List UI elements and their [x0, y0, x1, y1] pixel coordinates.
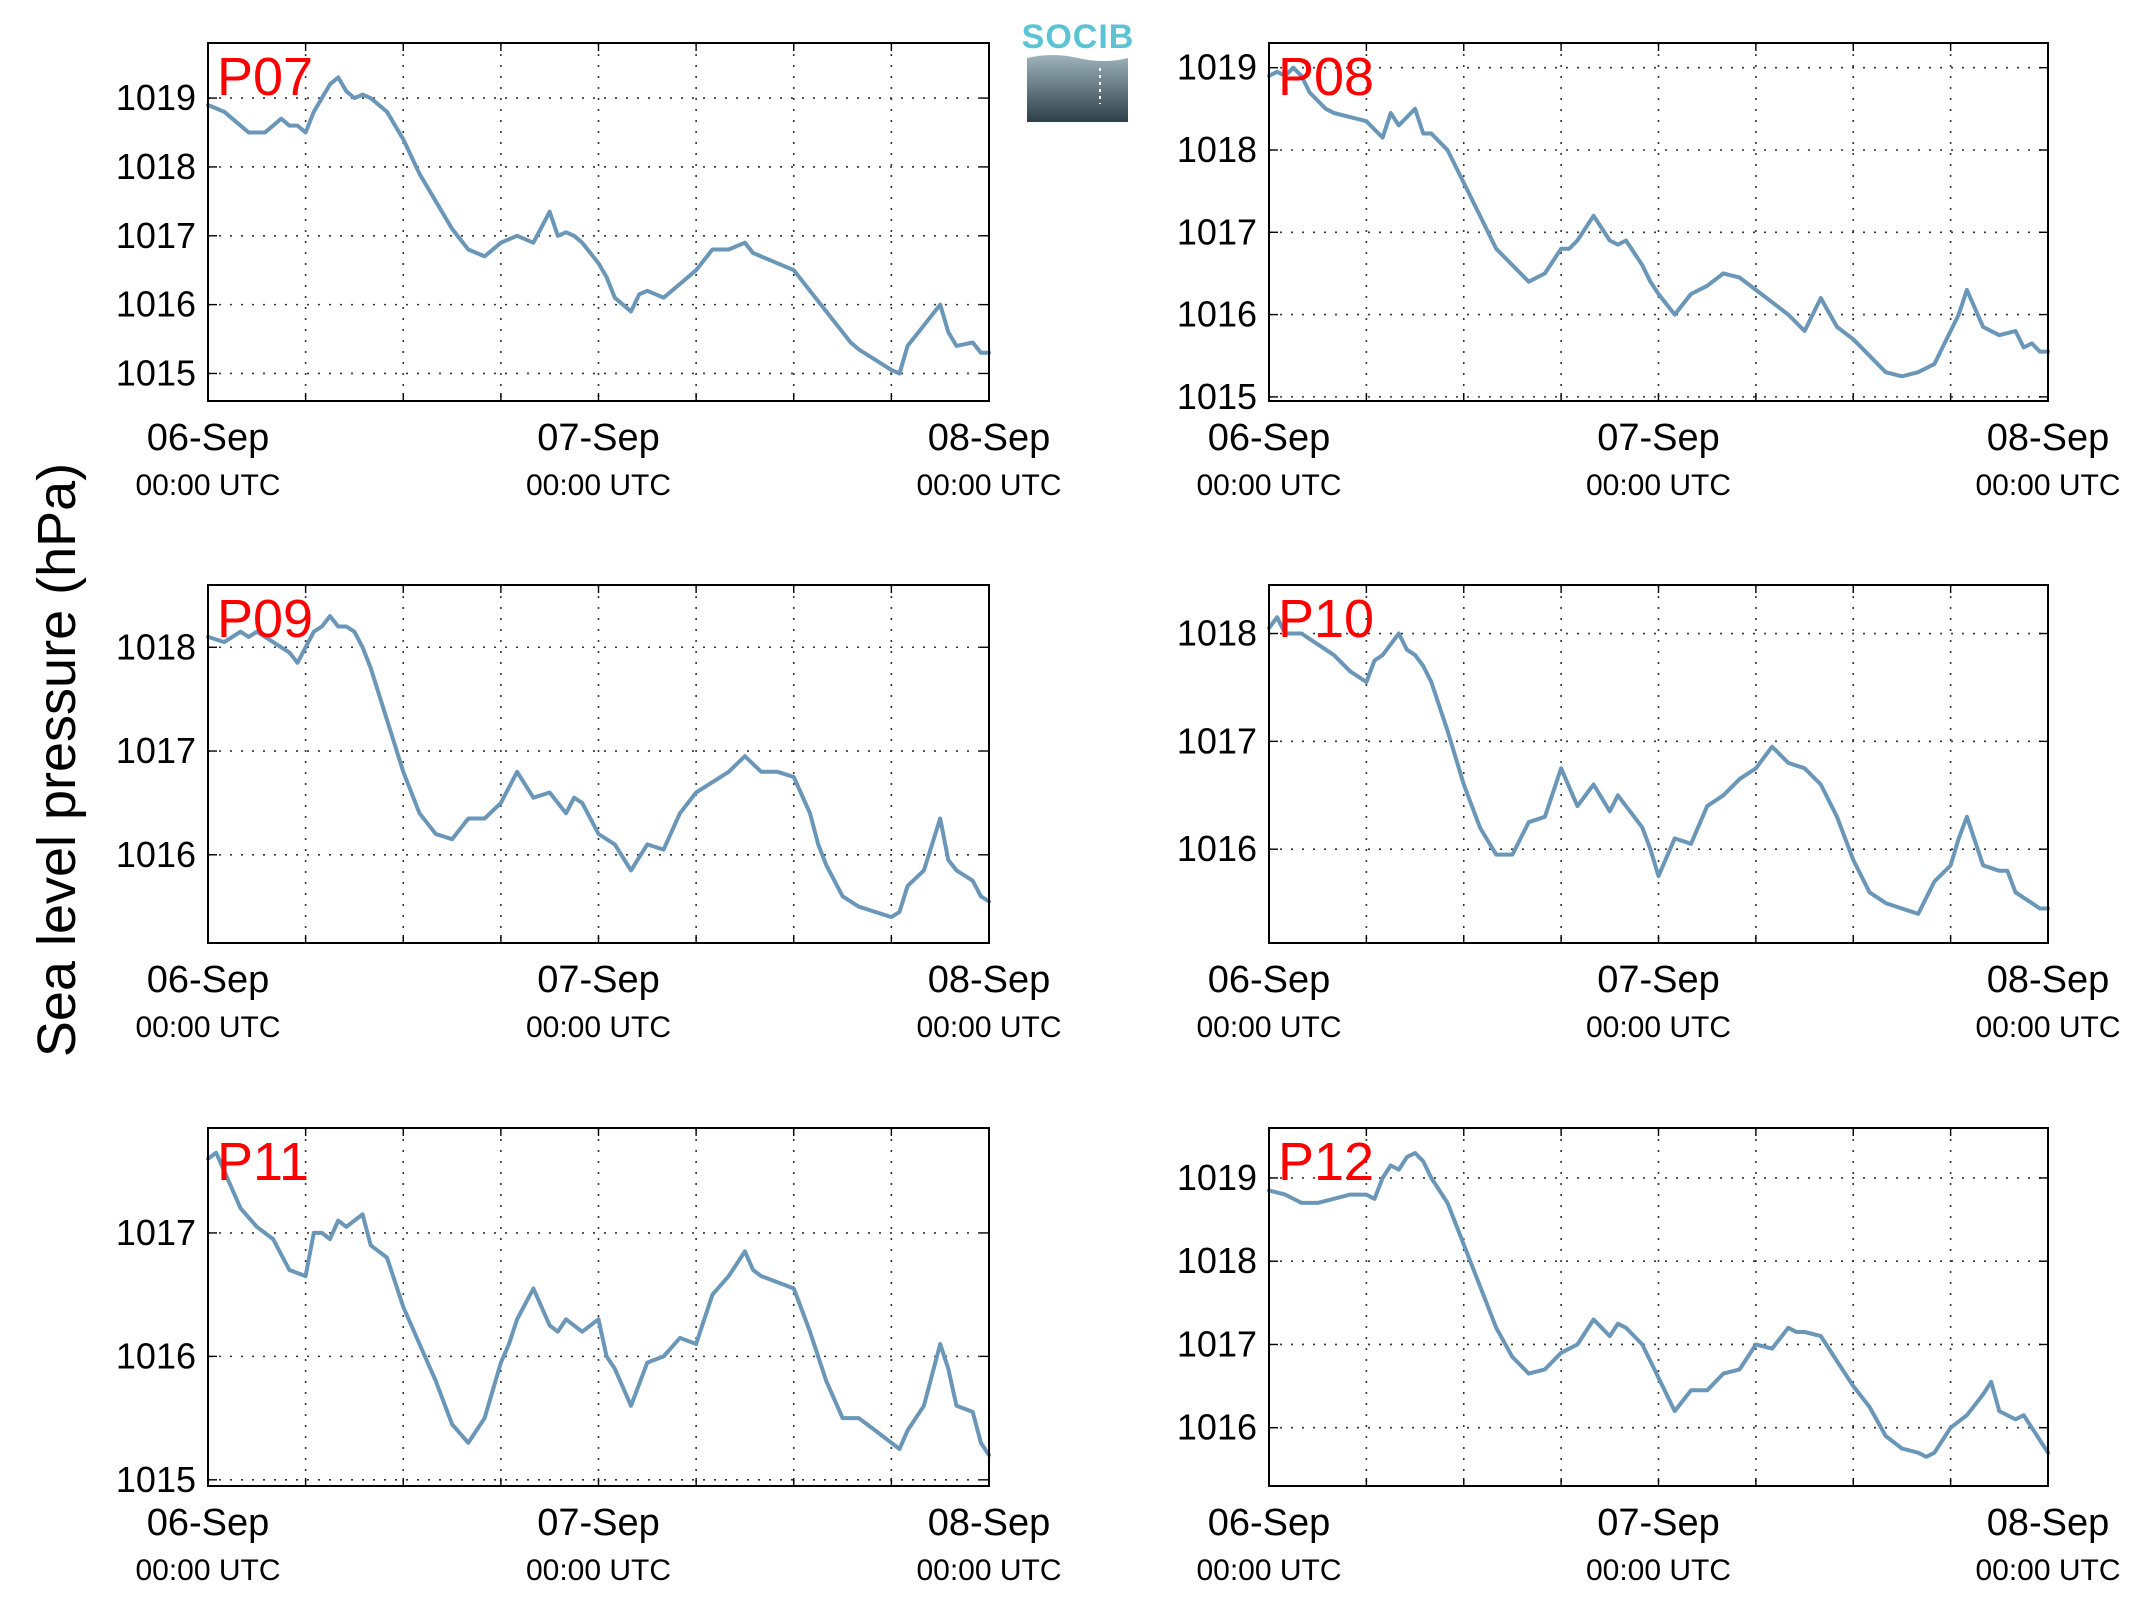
y-axis-label: Sea level pressure (hPa) — [27, 463, 87, 1057]
panel-p08: 1015 1016 1017 1018 1019 06-Sep 00:00 UTC 07-Se… — [1177, 42, 2121, 502]
y-tick-label: 1017 — [1177, 1323, 1257, 1364]
y-tick-label: 1018 — [1177, 1240, 1257, 1281]
y-tick-label: 1019 — [1177, 1157, 1257, 1198]
x-tick-sublabel: 00:00 UTC — [1975, 1011, 2120, 1044]
x-tick-sublabel: 00:00 UTC — [526, 469, 671, 502]
axes-frame — [1268, 1127, 2049, 1487]
panel-label: P07 — [217, 47, 313, 107]
y-tick-label: 1015 — [1177, 376, 1257, 417]
axes-frame — [1268, 42, 2049, 402]
x-tick-sublabel: 00:00 UTC — [1196, 469, 1341, 502]
x-tick-label: 08-Sep — [928, 417, 1051, 459]
x-tick-sublabel: 00:00 UTC — [526, 1011, 671, 1044]
x-tick-sublabel: 00:00 UTC — [526, 1554, 671, 1587]
x-tick-label: 08-Sep — [928, 959, 1051, 1001]
x-tick-sublabel: 00:00 UTC — [916, 469, 1061, 502]
x-tick-sublabel: 00:00 UTC — [135, 469, 280, 502]
x-tick-label: 07-Sep — [1597, 1502, 1720, 1544]
y-tick-label: 1016 — [1177, 294, 1257, 335]
series-line-p08 — [1267, 65, 2050, 379]
x-tick-label: 06-Sep — [1208, 959, 1331, 1001]
y-tick-label: 1017 — [1177, 720, 1257, 761]
y-tick-label: 1017 — [116, 730, 196, 771]
y-tick-label: 1019 — [1177, 47, 1257, 88]
y-tick-label: 1018 — [1177, 613, 1257, 654]
y-tick-label: 1018 — [116, 626, 196, 667]
series-line-p10 — [1267, 615, 2050, 916]
series-line-p11 — [206, 1150, 991, 1458]
y-tick-label: 1018 — [1177, 129, 1257, 170]
logo-wave — [1027, 55, 1128, 122]
x-tick-sublabel: 00:00 UTC — [135, 1011, 280, 1044]
x-tick-label: 06-Sep — [1208, 1502, 1331, 1544]
x-tick-sublabel: 00:00 UTC — [1975, 469, 2120, 502]
series-line-p12 — [1267, 1151, 2050, 1459]
panel-p10: 1016 1017 1018 06-Sep 00:00 UTC 07-Sep 00:00 U… — [1177, 584, 2121, 1044]
y-tick-label: 1017 — [116, 215, 196, 256]
panel-p11: 1015 1016 1017 06-Sep 00:00 UTC 07-Sep 00:00 U… — [116, 1127, 1062, 1587]
x-tick-sublabel: 00:00 UTC — [1975, 1554, 2120, 1587]
y-tick-label: 1017 — [1177, 211, 1257, 252]
panel-p12: 1016 1017 1018 1019 06-Sep 00:00 UTC 07-Sep 00:… — [1177, 1127, 2121, 1587]
x-tick-sublabel: 00:00 UTC — [1196, 1554, 1341, 1587]
x-tick-sublabel: 00:00 UTC — [916, 1011, 1061, 1044]
x-tick-label: 06-Sep — [147, 1502, 270, 1544]
x-tick-label: 07-Sep — [537, 417, 660, 459]
panels: 1015 1016 1017 1018 1019 06-Sep 00:00 UTC 07-Se… — [116, 42, 2121, 1587]
y-tick-label: 1015 — [116, 1459, 196, 1500]
axes-frame — [1268, 584, 2049, 944]
panel-p09: 1016 1017 1018 06-Sep 00:00 UTC 07-Sep 00:00 U… — [116, 584, 1062, 1044]
y-tick-label: 1016 — [116, 834, 196, 875]
x-tick-label: 07-Sep — [1597, 959, 1720, 1001]
x-tick-sublabel: 00:00 UTC — [1586, 469, 1731, 502]
panel-label: P10 — [1278, 589, 1374, 649]
x-tick-label: 08-Sep — [1987, 417, 2110, 459]
axes-frame — [207, 1127, 990, 1487]
x-tick-label: 07-Sep — [1597, 417, 1720, 459]
y-tick-label: 1016 — [1177, 1407, 1257, 1448]
x-tick-label: 08-Sep — [1987, 959, 2110, 1001]
series-line-p07 — [206, 75, 991, 376]
y-tick-label: 1018 — [116, 146, 196, 187]
y-tick-label: 1017 — [116, 1212, 196, 1253]
x-tick-sublabel: 00:00 UTC — [1586, 1554, 1731, 1587]
axes-frame — [207, 42, 990, 402]
x-tick-sublabel: 00:00 UTC — [1196, 1011, 1341, 1044]
y-tick-label: 1019 — [116, 77, 196, 118]
x-tick-label: 08-Sep — [1987, 1502, 2110, 1544]
panel-p07: 1015 1016 1017 1018 1019 06-Sep 00:00 UTC 07-Se… — [116, 42, 1062, 502]
series-line-p09 — [206, 614, 991, 920]
y-tick-label: 1016 — [1177, 828, 1257, 869]
x-tick-label: 08-Sep — [928, 1502, 1051, 1544]
axes-frame — [207, 584, 990, 944]
x-tick-label: 07-Sep — [537, 1502, 660, 1544]
x-tick-label: 06-Sep — [147, 417, 270, 459]
y-tick-label: 1015 — [116, 352, 196, 393]
panel-label: P11 — [217, 1132, 309, 1192]
panel-label: P08 — [1278, 47, 1374, 107]
socib-logo: SOCIB — [1022, 18, 1135, 122]
y-tick-label: 1016 — [116, 1335, 196, 1376]
x-tick-label: 07-Sep — [537, 959, 660, 1001]
x-tick-sublabel: 00:00 UTC — [1586, 1011, 1731, 1044]
panel-label: P12 — [1278, 1132, 1374, 1192]
x-tick-label: 06-Sep — [147, 959, 270, 1001]
x-tick-label: 06-Sep — [1208, 417, 1331, 459]
x-tick-sublabel: 00:00 UTC — [916, 1554, 1061, 1587]
x-tick-sublabel: 00:00 UTC — [135, 1554, 280, 1587]
panel-label: P09 — [217, 589, 313, 649]
y-tick-label: 1016 — [116, 284, 196, 325]
logo-text: SOCIB — [1022, 18, 1135, 56]
